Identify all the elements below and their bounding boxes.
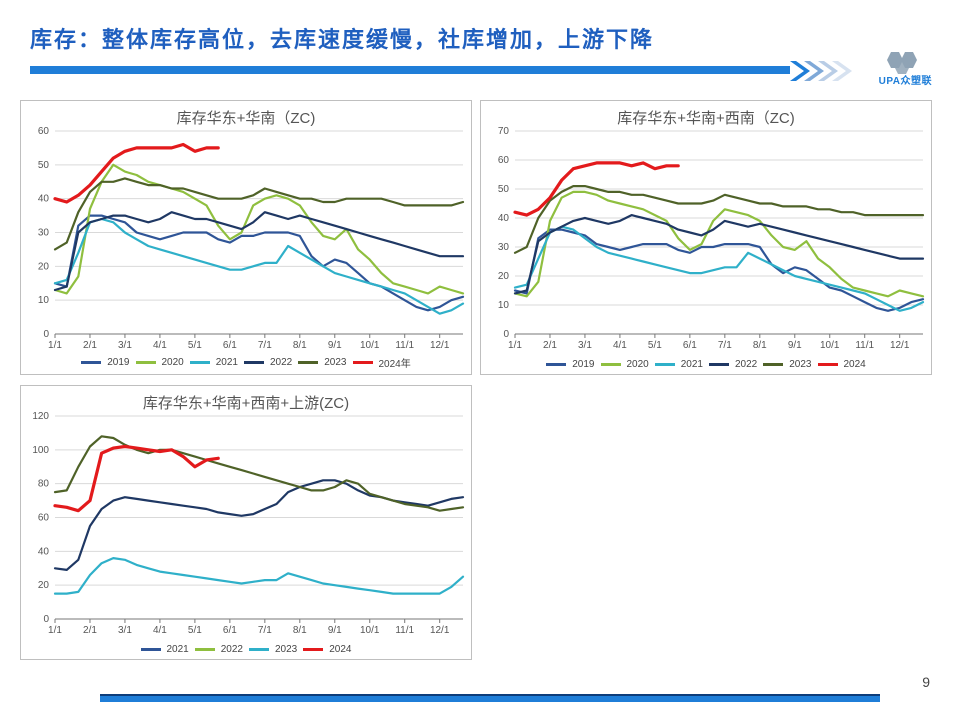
- page-number: 9: [922, 674, 930, 690]
- svg-text:80: 80: [38, 479, 50, 490]
- svg-text:9/1: 9/1: [328, 340, 342, 351]
- chart-legend: 2021202220232024: [21, 644, 471, 655]
- chart-c1: 库存华东+华南（ZC)01020304050601/12/13/14/15/16…: [20, 100, 472, 375]
- svg-text:70: 70: [498, 126, 510, 137]
- svg-text:50: 50: [38, 160, 50, 171]
- svg-text:20: 20: [38, 580, 50, 591]
- svg-text:10/1: 10/1: [360, 625, 380, 636]
- chart-c3: 库存华东+华南+西南+上游(ZC)0204060801001201/12/13/…: [20, 385, 472, 660]
- svg-text:11/1: 11/1: [395, 625, 414, 636]
- svg-text:5/1: 5/1: [648, 340, 662, 351]
- chart-legend: 201920202021202220232024: [481, 359, 931, 370]
- svg-text:0: 0: [43, 614, 49, 625]
- svg-text:20: 20: [38, 261, 50, 272]
- svg-text:60: 60: [498, 155, 510, 166]
- brand-logo-text: UPA众塑联: [879, 72, 932, 87]
- svg-text:1/1: 1/1: [508, 340, 522, 351]
- svg-text:8/1: 8/1: [293, 625, 307, 636]
- svg-text:5/1: 5/1: [188, 340, 202, 351]
- svg-text:50: 50: [498, 184, 510, 195]
- brand-logo-mark: [883, 50, 927, 74]
- svg-text:60: 60: [38, 126, 50, 137]
- svg-text:6/1: 6/1: [223, 625, 237, 636]
- svg-text:3/1: 3/1: [578, 340, 592, 351]
- svg-text:10/1: 10/1: [360, 340, 380, 351]
- svg-text:4/1: 4/1: [613, 340, 627, 351]
- svg-text:40: 40: [38, 546, 50, 557]
- svg-text:6/1: 6/1: [223, 340, 237, 351]
- svg-text:11/1: 11/1: [395, 340, 414, 351]
- chart-c2: 库存华东+华南+西南（ZC)0102030405060701/12/13/14/…: [480, 100, 932, 375]
- svg-text:12/1: 12/1: [430, 340, 450, 351]
- svg-text:4/1: 4/1: [153, 340, 167, 351]
- header-rule-chevrons: [790, 61, 870, 81]
- svg-text:8/1: 8/1: [293, 340, 307, 351]
- svg-text:20: 20: [498, 271, 510, 282]
- svg-text:3/1: 3/1: [118, 340, 132, 351]
- header-rule-bar: [30, 66, 790, 74]
- svg-text:40: 40: [38, 194, 50, 205]
- svg-text:2/1: 2/1: [543, 340, 557, 351]
- slide-title: 库存：整体库存高位，去库速度缓慢，社库增加，上游下降: [30, 22, 654, 54]
- header-rule: [30, 62, 930, 82]
- svg-text:0: 0: [43, 329, 49, 340]
- svg-text:10/1: 10/1: [820, 340, 840, 351]
- brand-logo: UPA众塑联: [879, 50, 932, 87]
- svg-text:9/1: 9/1: [328, 625, 342, 636]
- svg-text:100: 100: [32, 445, 49, 456]
- chart-legend: 201920202021202220232024年: [21, 355, 471, 370]
- svg-text:0: 0: [503, 329, 509, 340]
- svg-text:4/1: 4/1: [153, 625, 167, 636]
- svg-text:120: 120: [32, 411, 49, 422]
- svg-text:10: 10: [38, 295, 50, 306]
- svg-text:8/1: 8/1: [753, 340, 767, 351]
- svg-text:30: 30: [38, 228, 50, 239]
- svg-text:7/1: 7/1: [718, 340, 732, 351]
- svg-text:2/1: 2/1: [83, 625, 97, 636]
- svg-text:60: 60: [38, 513, 50, 524]
- svg-text:3/1: 3/1: [118, 625, 132, 636]
- svg-text:1/1: 1/1: [48, 340, 62, 351]
- svg-text:30: 30: [498, 242, 510, 253]
- svg-text:7/1: 7/1: [258, 625, 272, 636]
- svg-text:1/1: 1/1: [48, 625, 62, 636]
- svg-text:2/1: 2/1: [83, 340, 97, 351]
- svg-text:12/1: 12/1: [890, 340, 910, 351]
- svg-text:9/1: 9/1: [788, 340, 802, 351]
- svg-text:6/1: 6/1: [683, 340, 697, 351]
- svg-text:40: 40: [498, 213, 510, 224]
- svg-text:10: 10: [498, 300, 510, 311]
- footer-rule: [100, 694, 880, 702]
- svg-text:12/1: 12/1: [430, 625, 450, 636]
- svg-text:11/1: 11/1: [855, 340, 874, 351]
- svg-text:7/1: 7/1: [258, 340, 272, 351]
- svg-text:5/1: 5/1: [188, 625, 202, 636]
